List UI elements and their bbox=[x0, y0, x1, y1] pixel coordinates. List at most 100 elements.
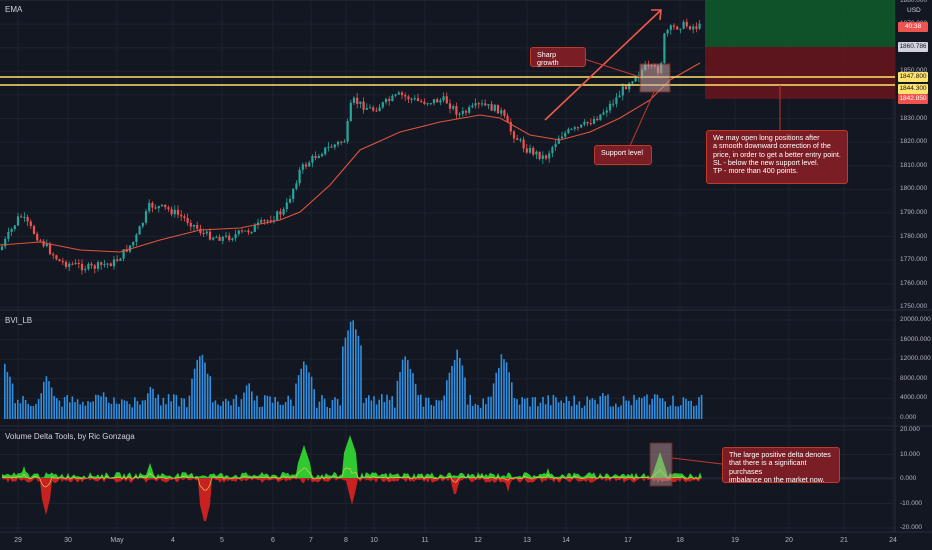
axis-tick-label: 20000.000 bbox=[900, 316, 931, 323]
delta-explanation-note[interactable]: The large positive delta denotes that the… bbox=[722, 447, 840, 484]
candle-body bbox=[480, 103, 484, 105]
candle-body bbox=[548, 153, 551, 159]
support-highlight-box[interactable] bbox=[639, 63, 671, 93]
delta-signal-line bbox=[1, 467, 701, 491]
bvi-bar bbox=[323, 398, 326, 419]
support-level-note[interactable]: Support level bbox=[594, 145, 652, 165]
candle-body bbox=[365, 107, 368, 110]
candle-body bbox=[436, 99, 439, 103]
candle-body bbox=[522, 139, 525, 149]
bvi-bar bbox=[602, 393, 604, 419]
bvi-bar bbox=[160, 405, 162, 419]
trade-idea-note[interactable]: We may open long positions after a smooth… bbox=[706, 130, 848, 184]
candle-body bbox=[32, 226, 36, 234]
candle-body bbox=[228, 235, 231, 241]
candle-body bbox=[602, 112, 605, 115]
bvi-bar bbox=[542, 396, 544, 419]
candle-body bbox=[596, 118, 599, 121]
candle-body bbox=[407, 96, 410, 100]
candle-body bbox=[48, 244, 52, 255]
candle-body bbox=[432, 99, 436, 104]
bvi-bar bbox=[435, 399, 438, 419]
bvi-bar bbox=[370, 400, 373, 419]
bvi-bar bbox=[516, 399, 518, 419]
bvi-bar bbox=[269, 396, 271, 419]
date-tick-label: 19 bbox=[731, 537, 739, 544]
candle-body bbox=[583, 121, 586, 125]
bvi-bar bbox=[157, 394, 159, 419]
bvi-bar bbox=[92, 401, 94, 419]
date-tick-label: 6 bbox=[271, 537, 275, 544]
bvi-bar bbox=[388, 399, 391, 419]
candle-body bbox=[180, 214, 183, 217]
delta_note-line: The large positive delta denotes bbox=[729, 450, 831, 459]
ema-indicator-label[interactable]: EMA bbox=[5, 5, 23, 14]
candle-body bbox=[618, 95, 621, 98]
candle-body bbox=[77, 263, 80, 265]
pointer-line bbox=[628, 89, 656, 149]
bvi-bar bbox=[214, 400, 217, 419]
bvi-bar bbox=[191, 378, 193, 419]
bvi-bar bbox=[368, 395, 370, 419]
bvi-bar bbox=[22, 395, 24, 419]
take-profit-zone[interactable] bbox=[705, 0, 895, 47]
bvi-bar bbox=[604, 395, 607, 419]
axis-tick-label: 10.000 bbox=[900, 450, 920, 458]
bvi-bar bbox=[461, 365, 464, 419]
bvi-bar bbox=[674, 406, 677, 419]
bvi-bar bbox=[321, 395, 323, 419]
axis-tick-label: 0.000 bbox=[900, 475, 917, 482]
delta-indicator-label[interactable]: Volume Delta Tools, by Ric Gonzaga bbox=[5, 432, 135, 441]
bvi-bar bbox=[71, 396, 74, 419]
bvi-bar bbox=[464, 377, 466, 419]
bvi-bar bbox=[563, 402, 565, 419]
candle-body bbox=[237, 230, 240, 235]
bvi-histogram bbox=[4, 320, 703, 419]
bvi-bar bbox=[599, 396, 601, 419]
candle-body bbox=[669, 25, 672, 30]
candle-body bbox=[580, 124, 583, 128]
bvi-bar bbox=[609, 406, 612, 419]
bvi-bar bbox=[35, 403, 37, 419]
date-tick-label: 29 bbox=[14, 537, 22, 544]
trade_idea-line: TP - more than 400 points. bbox=[713, 166, 798, 176]
bvi-bar bbox=[126, 401, 128, 419]
axis-tick-label: 1760.000 bbox=[900, 279, 928, 287]
bvi-indicator-label[interactable]: BVI_LB bbox=[5, 316, 33, 325]
candle-body bbox=[148, 202, 151, 212]
stop-loss-price-tag: 1842.850 bbox=[898, 94, 928, 104]
bvi-bar bbox=[612, 406, 614, 419]
bvi-bar bbox=[466, 404, 469, 419]
sharp-growth-note[interactable]: Sharp growth bbox=[530, 47, 586, 67]
bvi-bar bbox=[170, 401, 172, 419]
candle-body bbox=[330, 146, 333, 148]
candle-body bbox=[378, 107, 381, 112]
axis-tick-label: 12000.000 bbox=[900, 355, 931, 363]
bvi-bar bbox=[360, 345, 362, 419]
bvi-bar bbox=[508, 372, 510, 419]
bvi-bar bbox=[417, 395, 419, 419]
stop-loss-zone[interactable] bbox=[705, 47, 895, 99]
date-tick-label: 18 bbox=[676, 537, 684, 544]
candle-body bbox=[573, 127, 576, 129]
candle-body bbox=[336, 141, 340, 145]
candle-body bbox=[250, 231, 253, 233]
bvi-bar bbox=[329, 407, 331, 419]
bvi-bar bbox=[557, 402, 560, 419]
bvi-bar bbox=[412, 373, 414, 419]
bvi-bar bbox=[4, 363, 6, 419]
bvi-bar bbox=[698, 396, 700, 419]
bvi-bar bbox=[11, 383, 14, 419]
bvi-bar bbox=[425, 397, 427, 419]
candle-body bbox=[119, 258, 122, 261]
date-tick-label: 30 bbox=[64, 537, 72, 544]
bvi-bar bbox=[222, 401, 224, 419]
axis-tick-label: 1770.000 bbox=[900, 256, 928, 264]
bvi-bar bbox=[615, 403, 617, 419]
candle-body bbox=[247, 230, 250, 233]
delta-highlight-box[interactable] bbox=[649, 442, 673, 487]
candle-body bbox=[525, 148, 528, 153]
bvi-bar bbox=[586, 396, 588, 419]
